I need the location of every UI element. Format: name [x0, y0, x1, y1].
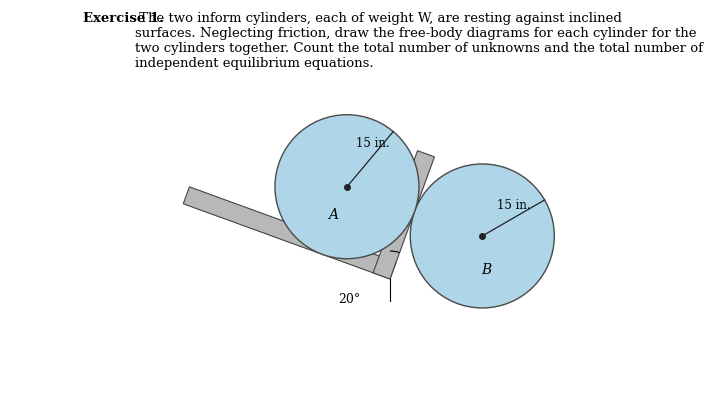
Polygon shape [183, 187, 396, 279]
Ellipse shape [410, 164, 554, 308]
Text: B: B [481, 263, 491, 277]
Text: 15 in.: 15 in. [356, 137, 390, 150]
Text: 20°: 20° [338, 293, 360, 306]
Text: The two inform cylinders, each of weight W, are resting against inclined
surface: The two inform cylinders, each of weight… [135, 12, 703, 70]
Text: Exercise 1.: Exercise 1. [83, 12, 164, 25]
Polygon shape [373, 151, 435, 279]
Ellipse shape [275, 115, 419, 259]
Text: A: A [328, 208, 338, 222]
Text: 15 in.: 15 in. [497, 199, 531, 212]
